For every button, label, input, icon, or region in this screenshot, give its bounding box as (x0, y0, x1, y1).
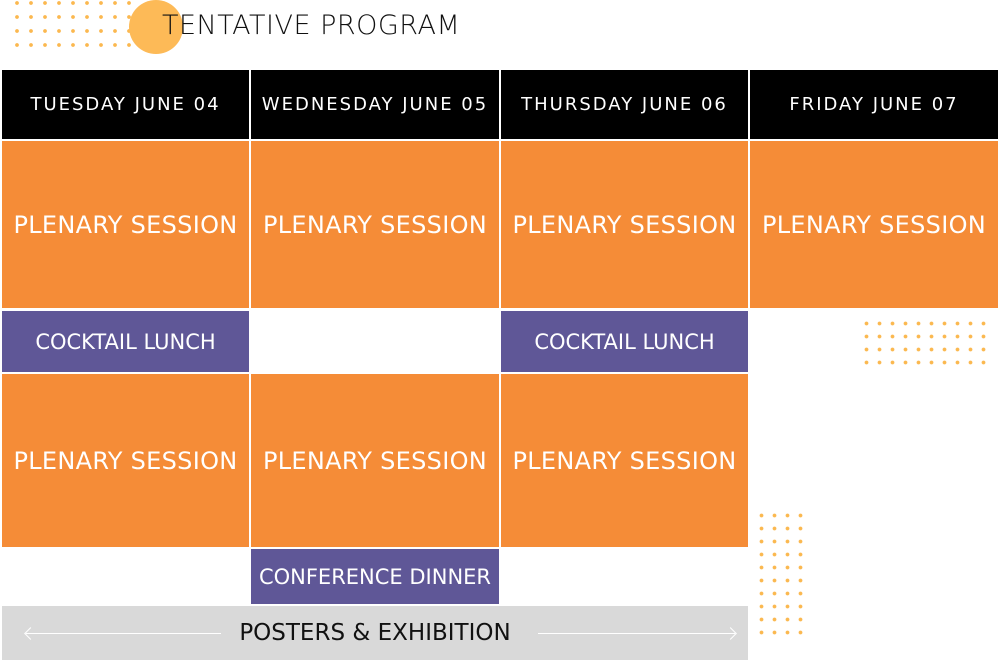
plenary-session: PLENARY SESSION (750, 141, 998, 308)
decorative-dots (860, 317, 990, 369)
plenary-session: PLENARY SESSION (2, 374, 249, 547)
cocktail-lunch: COCKTAIL LUNCH (501, 311, 748, 372)
decorative-dots (755, 509, 807, 639)
cocktail-lunch: COCKTAIL LUNCH (2, 311, 249, 372)
plenary-session: PLENARY SESSION (501, 141, 748, 308)
plenary-session: PLENARY SESSION (501, 374, 748, 547)
decorative-dots (10, 0, 136, 52)
day-header-thursday: THURSDAY JUNE 06 (501, 70, 748, 139)
conference-dinner: CONFERENCE DINNER (251, 549, 499, 604)
day-header-wednesday: WEDNESDAY JUNE 05 (251, 70, 499, 139)
day-header-friday: FRIDAY JUNE 07 (750, 70, 998, 139)
plenary-session: PLENARY SESSION (251, 141, 499, 308)
arrow-right-icon (538, 633, 735, 634)
arrow-left-icon (26, 633, 221, 634)
plenary-session: PLENARY SESSION (251, 374, 499, 547)
page-title: TENTATIVE PROGRAM (162, 10, 461, 41)
day-header-tuesday: TUESDAY JUNE 04 (2, 70, 249, 139)
decorative-circle (129, 0, 183, 54)
plenary-session: PLENARY SESSION (2, 141, 249, 308)
